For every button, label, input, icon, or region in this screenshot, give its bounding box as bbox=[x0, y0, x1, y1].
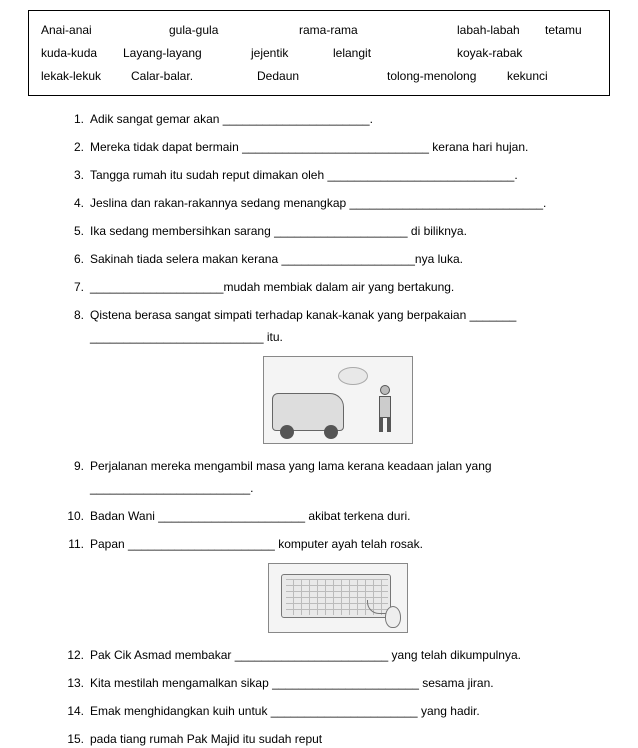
question-5: 5.Ika sedang membersihkan sarang _______… bbox=[66, 222, 610, 240]
question-list: 1.Adik sangat gemar akan _______________… bbox=[28, 110, 610, 748]
q-text: Emak menghidangkan kuih untuk __________… bbox=[88, 702, 610, 720]
word: tetamu bbox=[545, 19, 582, 42]
q-num: 11. bbox=[66, 535, 88, 553]
word: jejentik bbox=[251, 42, 333, 65]
q-num: 4. bbox=[66, 194, 88, 212]
word-row-3: lekak-lekuk Calar-balar. Dedaun tolong-m… bbox=[41, 65, 597, 88]
word: rama-rama bbox=[299, 19, 457, 42]
car-scene-image bbox=[263, 356, 413, 444]
word: gula-gula bbox=[169, 19, 299, 42]
question-12: 12.Pak Cik Asmad membakar ______________… bbox=[66, 646, 610, 664]
q-num: 10. bbox=[66, 507, 88, 525]
question-15: 15.pada tiang rumah Pak Majid itu sudah … bbox=[66, 730, 610, 748]
q-text: Badan Wani ______________________ akibat… bbox=[88, 507, 610, 525]
word: kekunci bbox=[507, 65, 548, 88]
q-text: Jeslina dan rakan-rakannya sedang menang… bbox=[88, 194, 610, 212]
q-text: ____________________mudah membiak dalam … bbox=[88, 278, 610, 296]
q-num: 1. bbox=[66, 110, 88, 128]
question-11: 11.Papan ______________________ komputer… bbox=[66, 535, 610, 553]
question-10: 10.Badan Wani ______________________ aki… bbox=[66, 507, 610, 525]
word: Dedaun bbox=[257, 65, 387, 88]
question-9: 9.Perjalanan mereka mengambil masa yang … bbox=[66, 457, 610, 475]
q-num: 7. bbox=[66, 278, 88, 296]
question-2: 2.Mereka tidak dapat bermain ___________… bbox=[66, 138, 610, 156]
keyboard-image bbox=[268, 563, 408, 633]
q-text: Qistena berasa sangat simpati terhadap k… bbox=[88, 306, 610, 324]
word: koyak-rabak bbox=[457, 42, 522, 65]
question-13: 13.Kita mestilah mengamalkan sikap _____… bbox=[66, 674, 610, 692]
q-num: 15. bbox=[66, 730, 88, 748]
question-6: 6.Sakinah tiada selera makan kerana ____… bbox=[66, 250, 610, 268]
word: lelangit bbox=[333, 42, 457, 65]
illustration-car bbox=[66, 356, 610, 447]
question-14: 14.Emak menghidangkan kuih untuk _______… bbox=[66, 702, 610, 720]
q-text: Kita mestilah mengamalkan sikap ________… bbox=[88, 674, 610, 692]
q-num: 9. bbox=[66, 457, 88, 475]
q-text: pada tiang rumah Pak Majid itu sudah rep… bbox=[88, 730, 610, 748]
question-1: 1.Adik sangat gemar akan _______________… bbox=[66, 110, 610, 128]
q-text: Ika sedang membersihkan sarang _________… bbox=[88, 222, 610, 240]
q-text: Sakinah tiada selera makan kerana ______… bbox=[88, 250, 610, 268]
q-num: 5. bbox=[66, 222, 88, 240]
word-row-2: kuda-kuda Layang-layang jejentik lelangi… bbox=[41, 42, 597, 65]
word-row-1: Anai-anai gula-gula rama-rama labah-laba… bbox=[41, 19, 597, 42]
q-text: Pak Cik Asmad membakar _________________… bbox=[88, 646, 610, 664]
word: Anai-anai bbox=[41, 19, 169, 42]
q-num: 3. bbox=[66, 166, 88, 184]
q-text: Papan ______________________ komputer ay… bbox=[88, 535, 610, 553]
word: kuda-kuda bbox=[41, 42, 123, 65]
question-8: 8.Qistena berasa sangat simpati terhadap… bbox=[66, 306, 610, 324]
question-4: 4.Jeslina dan rakan-rakannya sedang mena… bbox=[66, 194, 610, 212]
word-bank-box: Anai-anai gula-gula rama-rama labah-laba… bbox=[28, 10, 610, 96]
q-text: Perjalanan mereka mengambil masa yang la… bbox=[88, 457, 610, 475]
q-num: 2. bbox=[66, 138, 88, 156]
q-text: Mereka tidak dapat bermain _____________… bbox=[88, 138, 610, 156]
illustration-keyboard bbox=[66, 563, 610, 636]
q-num: 14. bbox=[66, 702, 88, 720]
word: tolong-menolong bbox=[387, 65, 507, 88]
q-text: Adik sangat gemar akan _________________… bbox=[88, 110, 610, 128]
q-num: 8. bbox=[66, 306, 88, 324]
q-num: 6. bbox=[66, 250, 88, 268]
q-num: 12. bbox=[66, 646, 88, 664]
q-text: Tangga rumah itu sudah reput dimakan ole… bbox=[88, 166, 610, 184]
word: labah-labah bbox=[457, 19, 545, 42]
question-8-cont: __________________________ itu. bbox=[66, 328, 610, 346]
q-num: 13. bbox=[66, 674, 88, 692]
question-7: 7.____________________mudah membiak dala… bbox=[66, 278, 610, 296]
word: Layang-layang bbox=[123, 42, 251, 65]
word: lekak-lekuk bbox=[41, 65, 131, 88]
question-9-cont: ________________________. bbox=[66, 479, 610, 497]
word: Calar-balar. bbox=[131, 65, 257, 88]
question-3: 3.Tangga rumah itu sudah reput dimakan o… bbox=[66, 166, 610, 184]
